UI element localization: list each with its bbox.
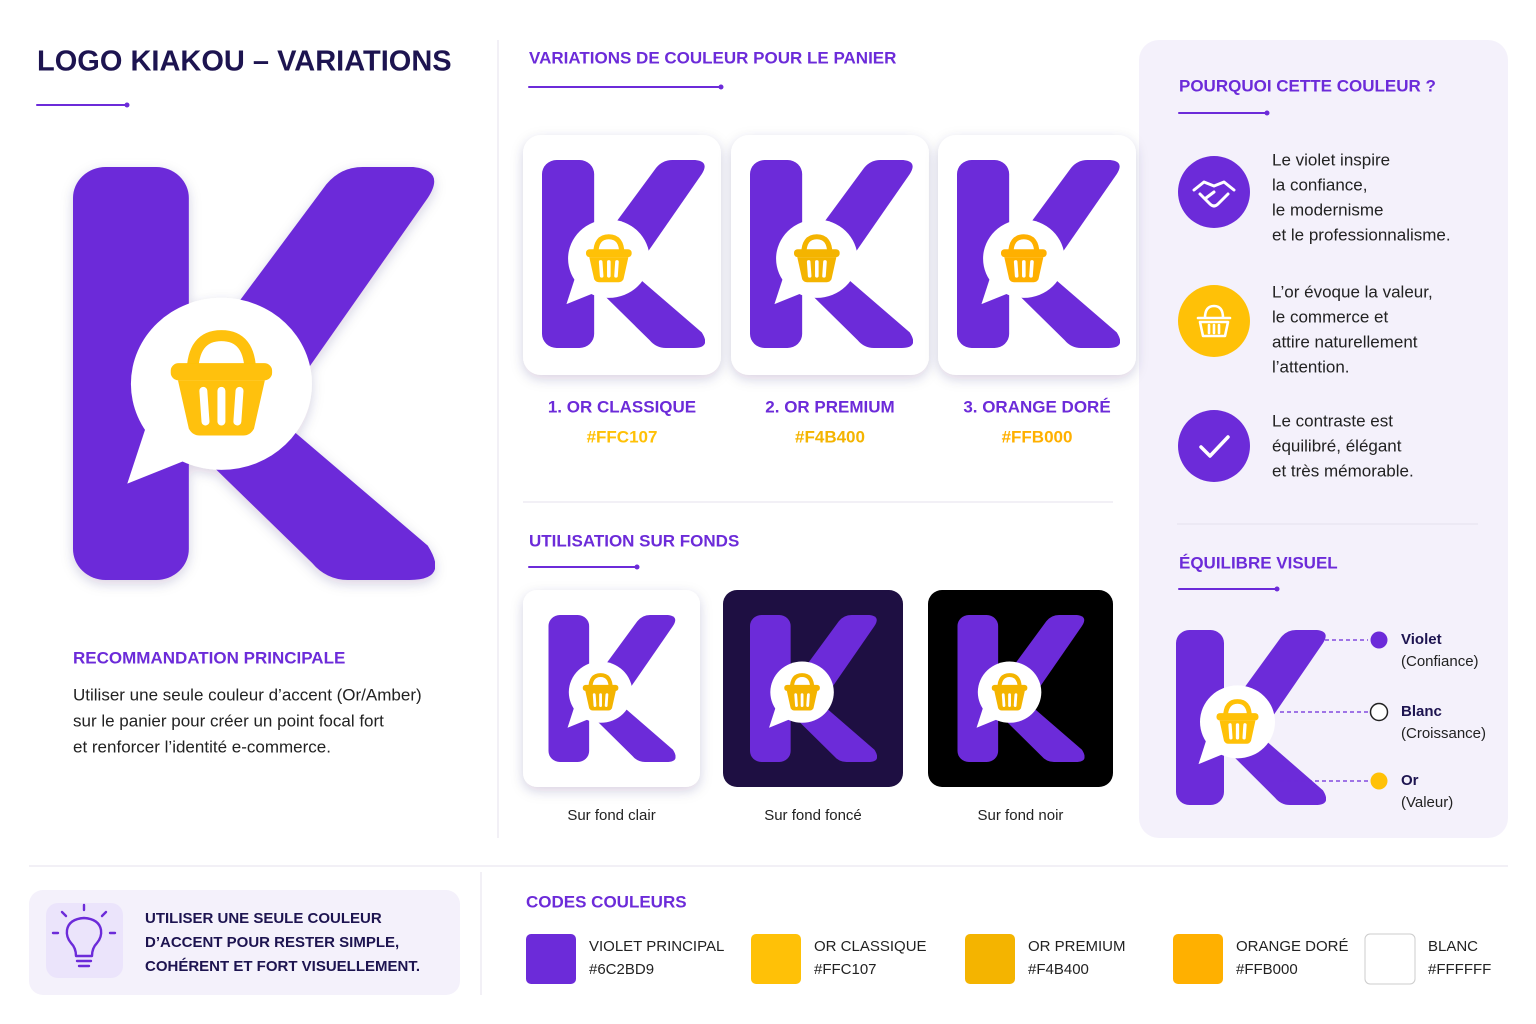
reason-text: équilibré, élégant [1272, 436, 1402, 455]
reason-text: le commerce et [1272, 307, 1388, 326]
reason-text: et très mémorable. [1272, 461, 1414, 480]
balance-name: Blanc [1401, 703, 1442, 720]
balance-dot [1369, 702, 1389, 722]
balance-name: Violet [1401, 631, 1442, 648]
color-swatch [1173, 934, 1223, 984]
color-swatch [526, 934, 576, 984]
tip-icon-box [46, 903, 123, 978]
tip-text: D’ACCENT POUR RESTER SIMPLE, [145, 934, 399, 951]
side-panel [1139, 40, 1508, 838]
logo [73, 167, 435, 580]
color-hex: #FFC107 [814, 961, 877, 978]
balance-dot [1370, 631, 1388, 649]
color-swatch [1364, 933, 1416, 985]
variation-code: #FFC107 [587, 427, 658, 446]
reason-text: Le violet inspire [1272, 150, 1390, 169]
lightbulb-icon [51, 903, 117, 968]
reason-text: Le contraste est [1272, 411, 1393, 430]
underline-tip [124, 102, 130, 108]
color-swatch [965, 934, 1015, 984]
section-title: RECOMMANDATION PRINCIPALE [73, 648, 345, 667]
color-name: ORANGE DORÉ [1236, 938, 1349, 955]
reason-icon [1178, 410, 1250, 482]
background-label: Sur fond foncé [764, 807, 862, 824]
color-swatch [751, 934, 801, 984]
variation-code: #F4B400 [795, 427, 865, 446]
background-label: Sur fond noir [978, 807, 1064, 824]
underline-tip [1264, 110, 1270, 116]
color-hex: #6C2BD9 [589, 961, 654, 978]
body-text: Utiliser une seule couleur d’accent (Or/… [73, 685, 422, 704]
reason-text: l’attention. [1272, 357, 1350, 376]
variation-label: 2. OR PREMIUM [765, 397, 894, 416]
color-name: VIOLET PRINCIPAL [589, 938, 724, 955]
balance-note: (Valeur) [1401, 794, 1453, 811]
section-title: ÉQUILIBRE VISUEL [1179, 553, 1338, 572]
underline-tip [634, 564, 640, 570]
section-title: POURQUOI CETTE COULEUR ? [1179, 76, 1436, 95]
balance-dot [1370, 772, 1388, 790]
background-label: Sur fond clair [567, 807, 655, 824]
underline-tip [718, 84, 724, 90]
page-title: LOGO KIAKOU – VARIATIONS [37, 46, 452, 78]
section-title: VARIATIONS DE COULEUR POUR LE PANIER [529, 48, 896, 67]
reason-text: attire naturellement [1272, 332, 1418, 351]
balance-note: (Confiance) [1401, 653, 1479, 670]
balance-note: (Croissance) [1401, 725, 1486, 742]
tip-box [29, 890, 460, 995]
color-hex: #FFFFFF [1428, 961, 1491, 978]
basket-icon [1196, 304, 1232, 338]
reason-text: et le professionnalisme. [1272, 225, 1451, 244]
color-name: OR CLASSIQUE [814, 938, 927, 955]
reason-text: le modernisme [1272, 200, 1384, 219]
tip-text: UTILISER UNE SEULE COULEUR [145, 910, 382, 927]
color-name: OR PREMIUM [1028, 938, 1126, 955]
section-title: CODES COULEURS [526, 892, 687, 911]
color-name: BLANC [1428, 938, 1478, 955]
body-text: et renforcer l’identité e-commerce. [73, 737, 331, 756]
underline-tip [1274, 586, 1280, 592]
tip-text: COHÉRENT ET FORT VISUELLEMENT. [145, 958, 420, 975]
balance-name: Or [1401, 772, 1419, 789]
section-title: UTILISATION SUR FONDS [529, 531, 739, 550]
check-icon [1199, 435, 1230, 458]
reason-text: L’or évoque la valeur, [1272, 282, 1433, 301]
color-hex: #F4B400 [1028, 961, 1089, 978]
handshake-icon [1192, 180, 1236, 208]
reason-text: la confiance, [1272, 175, 1367, 194]
variation-label: 3. ORANGE DORÉ [963, 397, 1110, 416]
color-hex: #FFB000 [1236, 961, 1298, 978]
variation-code: #FFB000 [1002, 427, 1073, 446]
body-text: sur le panier pour créer un point focal … [73, 711, 384, 730]
variation-label: 1. OR CLASSIQUE [548, 397, 696, 416]
